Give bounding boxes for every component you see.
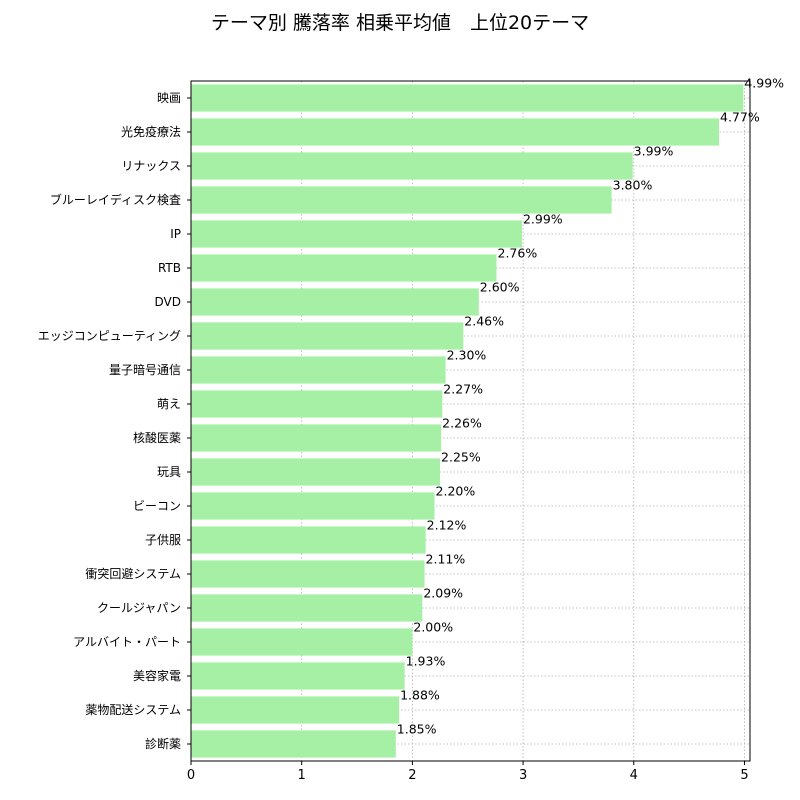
x-tick-label: 0	[187, 768, 195, 783]
value-label: 2.76%	[498, 245, 538, 260]
value-label: 4.77%	[720, 109, 760, 124]
category-label: 子供服	[145, 533, 181, 547]
bar-19	[191, 696, 400, 724]
category-label: RTB	[158, 261, 181, 275]
ticks-layer: 0 1 2 3 4 5	[187, 97, 749, 783]
value-label: 2.99%	[523, 211, 563, 226]
value-label: 2.09%	[423, 585, 463, 600]
bar-17	[191, 628, 413, 656]
value-label: 2.26%	[442, 415, 482, 430]
bar-4	[191, 186, 612, 214]
value-label: 2.46%	[464, 313, 504, 328]
value-label: 2.00%	[413, 619, 453, 634]
value-label: 1.88%	[400, 687, 440, 702]
category-label: 衝突回避システム	[85, 566, 181, 581]
category-label: 光免疫療法	[121, 124, 181, 139]
value-label: 2.27%	[443, 381, 483, 396]
labels-layer: 映画 4.99% 光免疫療法 4.77% リナックス 3.99% ブルーレイディスク検査 3.…	[38, 75, 784, 751]
bar-18	[191, 662, 405, 690]
category-label: DVD	[155, 295, 181, 309]
category-label: 萌え	[157, 397, 181, 411]
bar-8	[191, 322, 464, 350]
category-label: 核酸医薬	[133, 430, 181, 445]
value-label: 3.99%	[634, 143, 674, 158]
value-label: 2.25%	[441, 449, 481, 464]
bars-layer	[191, 84, 744, 758]
category-label: 映画	[157, 91, 181, 105]
bar-13	[191, 492, 435, 520]
category-label: 量子暗号通信	[109, 362, 181, 377]
x-tick-label: 4	[630, 768, 638, 783]
category-label: リナックス	[121, 159, 181, 173]
x-tick-label: 3	[519, 768, 527, 783]
category-label: 玩具	[157, 465, 181, 479]
bar-11	[191, 424, 442, 452]
category-label: クールジャパン	[97, 601, 181, 615]
bar-14	[191, 526, 426, 554]
bar-16	[191, 594, 423, 622]
category-label: IP	[170, 227, 181, 241]
value-label: 2.20%	[436, 483, 476, 498]
bar-3	[191, 152, 633, 180]
category-label: ブルーレイディスク検査	[50, 192, 181, 207]
value-label: 2.30%	[447, 347, 487, 362]
bar-9	[191, 356, 446, 384]
value-label: 2.11%	[426, 551, 466, 566]
category-label: アルバイト・パート	[73, 635, 181, 649]
category-label: 診断薬	[145, 736, 181, 751]
bar-12	[191, 458, 441, 486]
value-label: 1.85%	[397, 721, 437, 736]
bar-10	[191, 390, 443, 418]
category-label: ビーコン	[133, 499, 181, 513]
x-tick-label: 1	[298, 768, 306, 783]
category-label: 薬物配送システム	[85, 702, 181, 717]
bar-6	[191, 254, 497, 282]
value-label: 4.99%	[744, 75, 784, 90]
x-tick-label: 2	[408, 768, 416, 783]
bar-2	[191, 118, 720, 146]
category-label: 美容家電	[133, 668, 181, 683]
bar-20	[191, 730, 396, 758]
value-label: 1.93%	[406, 653, 446, 668]
value-label: 3.80%	[613, 177, 653, 192]
value-label: 2.12%	[427, 517, 467, 532]
plot-frame	[190, 80, 751, 762]
category-label: エッジコンピューティング	[38, 329, 181, 343]
bar-5	[191, 220, 522, 248]
bar-15	[191, 560, 425, 588]
bar-7	[191, 288, 479, 316]
x-tick-label: 5	[740, 768, 748, 783]
value-label: 2.60%	[480, 279, 520, 294]
chart-title: テーマ別 騰落率 相乗平均値 上位20テーマ	[210, 12, 590, 34]
bar-1	[191, 84, 744, 112]
